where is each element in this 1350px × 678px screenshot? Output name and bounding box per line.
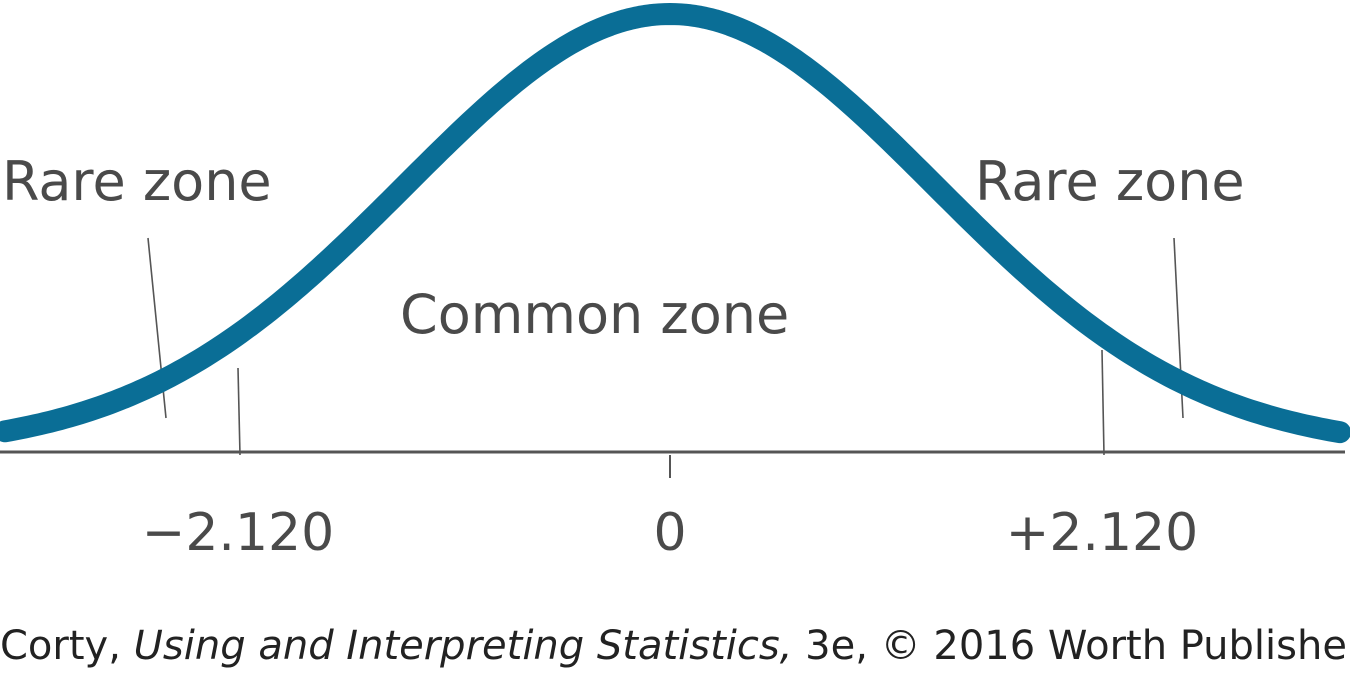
tick-label-right: +2.120 <box>1006 503 1198 563</box>
tick-label-left: −2.120 <box>142 503 334 563</box>
rare-zone-label-left: Rare zone <box>2 150 272 213</box>
common-zone-label: Common zone <box>400 283 789 346</box>
caption-title: Using and Interpreting Statistics, <box>133 623 793 669</box>
rare-zone-label-right: Rare zone <box>975 150 1245 213</box>
caption-author: Corty, <box>0 623 134 669</box>
critical-line-right <box>1101 349 1105 456</box>
critical-line-left <box>237 367 241 456</box>
bell-curve <box>0 3 1350 444</box>
caption-publisher: 3e, © 2016 Worth Publishers <box>792 623 1350 669</box>
normal-distribution-diagram: Rare zone Rare zone Common zone −2.120 0… <box>0 3 1350 563</box>
tick-label-center: 0 <box>653 503 686 563</box>
figure-caption: Corty, Using and Interpreting Statistics… <box>0 618 1350 674</box>
